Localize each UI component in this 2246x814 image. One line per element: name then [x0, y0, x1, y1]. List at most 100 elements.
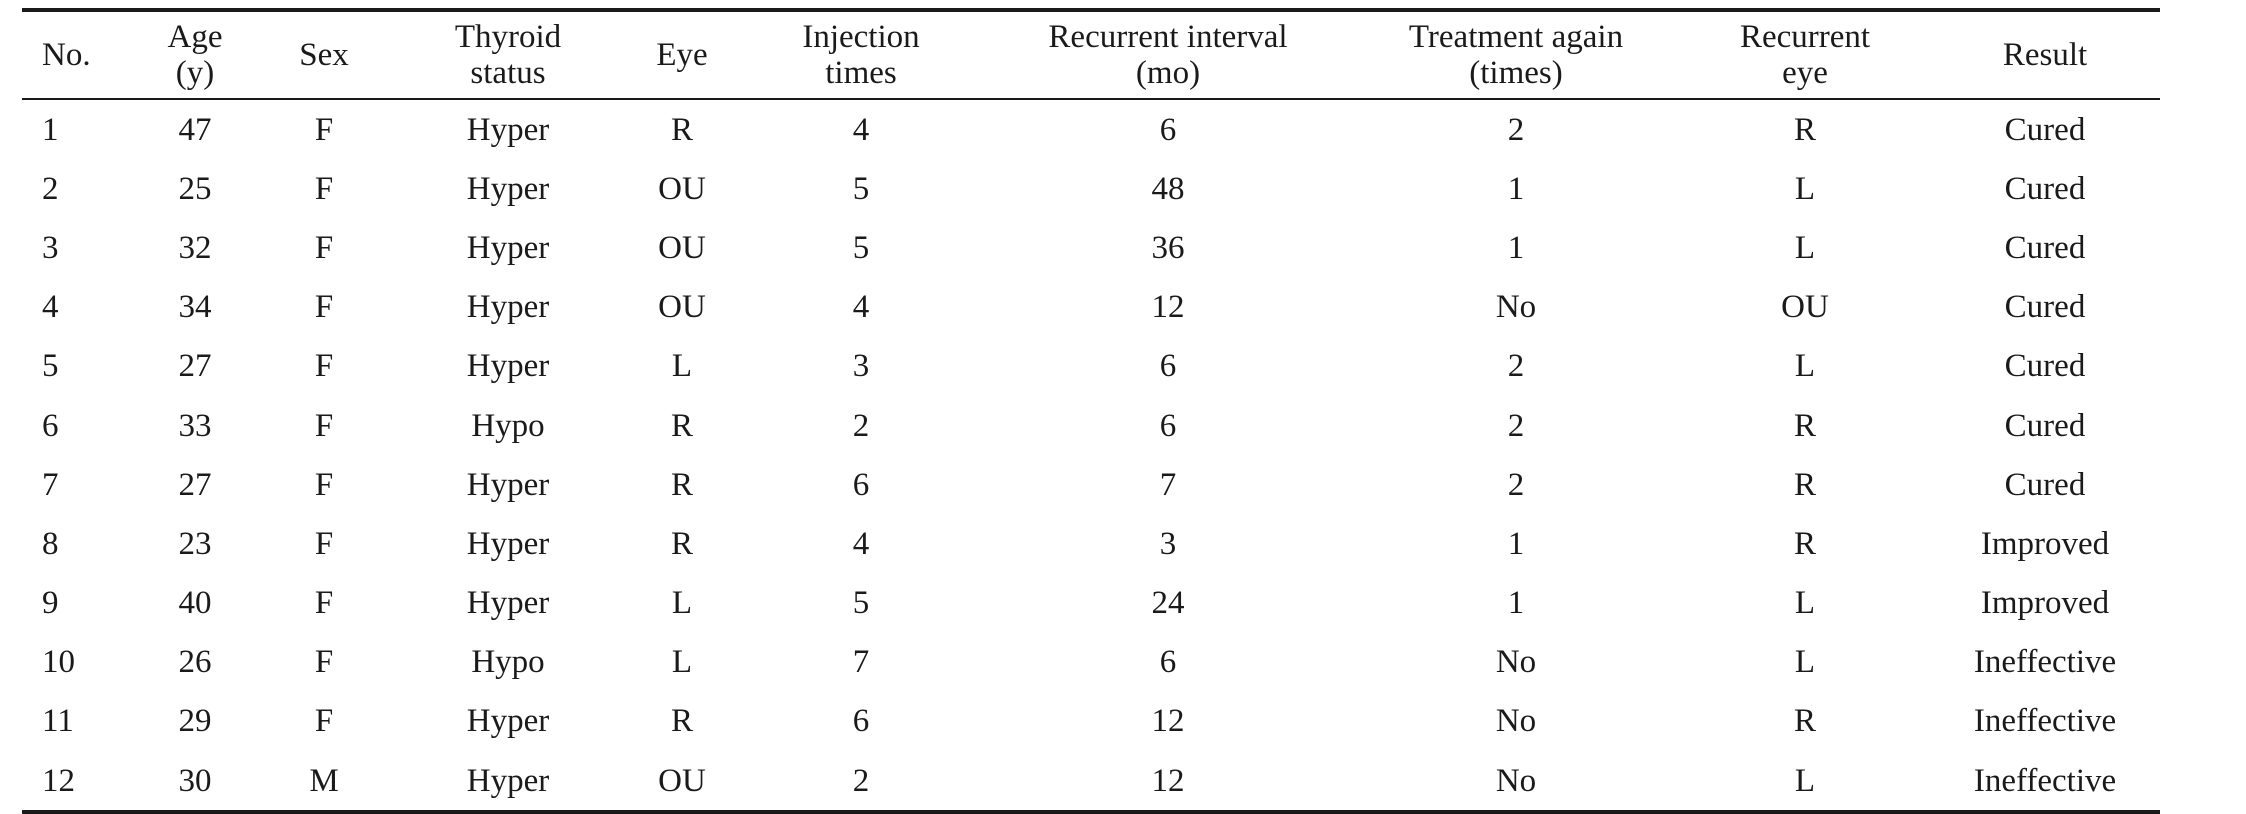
header-age-line1: Age [167, 19, 223, 55]
cell-recurrent-interval: 48 [1151, 170, 1185, 207]
cell-age: 34 [178, 289, 212, 326]
cell-thyroid-status: Hypo [471, 644, 545, 681]
cell-sex: F [314, 170, 334, 207]
cell-recurrent-eye: L [1794, 762, 1816, 799]
cell-eye: OU [658, 762, 706, 799]
cell-treatment-again: No [1495, 703, 1537, 740]
cell-eye: R [670, 466, 693, 503]
cell-no: 8 [42, 525, 59, 562]
header-thyroid-status: Thyroid status [390, 19, 626, 91]
cell-injection-times: 5 [852, 229, 870, 266]
cell-recurrent-eye: L [1794, 170, 1816, 207]
table-row: 1 47 F Hyper R 4 6 2 R Cured [22, 100, 2160, 159]
cell-sex: F [314, 229, 334, 266]
table-top-rule [22, 8, 2160, 12]
cell-treatment-again: 2 [1507, 407, 1525, 444]
cell-sex: F [314, 111, 334, 148]
cell-eye: R [670, 111, 693, 148]
cell-eye: L [671, 348, 693, 385]
table-bottom-rule [22, 810, 2160, 814]
cell-sex: F [314, 466, 334, 503]
cell-treatment-again: No [1495, 644, 1537, 681]
data-table: No. Age (y) Sex Thyroid status Eye Injec… [22, 8, 2160, 814]
header-no-line1: No. [42, 37, 91, 73]
cell-recurrent-interval: 12 [1151, 703, 1185, 740]
cell-no: 12 [42, 762, 75, 799]
header-treatment-again: Treatment again (times) [1352, 19, 1680, 91]
cell-injection-times: 7 [852, 644, 870, 681]
cell-no: 1 [42, 111, 59, 148]
cell-result: Improved [1980, 525, 2110, 562]
cell-injection-times: 2 [852, 762, 870, 799]
table-row: 5 27 F Hyper L 3 6 2 L Cured [22, 337, 2160, 396]
cell-no: 6 [42, 407, 59, 444]
cell-injection-times: 4 [852, 111, 870, 148]
cell-age: 26 [178, 644, 212, 681]
header-thyroid-line1: Thyroid [454, 19, 562, 55]
cell-age: 30 [178, 762, 212, 799]
cell-thyroid-status: Hyper [466, 289, 550, 326]
cell-treatment-again: No [1495, 289, 1537, 326]
cell-recurrent-interval: 7 [1159, 466, 1177, 503]
cell-age: 29 [178, 703, 212, 740]
cell-result: Cured [2004, 289, 2086, 326]
cell-recurrent-eye: R [1793, 466, 1816, 503]
cell-recurrent-interval: 12 [1151, 289, 1185, 326]
cell-result: Cured [2004, 170, 2086, 207]
cell-recurrent-eye: R [1793, 407, 1816, 444]
table-row: 6 33 F Hypo R 2 6 2 R Cured [22, 396, 2160, 455]
header-thyroid-line2: status [470, 55, 546, 91]
table-body: 1 47 F Hyper R 4 6 2 R Cured 2 25 F Hyper OU 5 48 1 L Cured… [22, 100, 2160, 810]
header-result-line1: Result [2002, 37, 2088, 73]
header-result: Result [1930, 37, 2160, 73]
cell-thyroid-status: Hyper [466, 703, 550, 740]
cell-result: Ineffective [1973, 644, 2117, 681]
cell-sex: F [314, 585, 334, 622]
table-row: 11 29 F Hyper R 6 12 No R Ineffective [22, 692, 2160, 751]
cell-injection-times: 5 [852, 170, 870, 207]
cell-no: 5 [42, 348, 59, 385]
header-receye-line1: Recurrent [1739, 19, 1871, 55]
cell-no: 7 [42, 466, 59, 503]
cell-thyroid-status: Hyper [466, 525, 550, 562]
cell-eye: L [671, 644, 693, 681]
cell-thyroid-status: Hyper [466, 466, 550, 503]
cell-treatment-again: 2 [1507, 466, 1525, 503]
cell-thyroid-status: Hyper [466, 170, 550, 207]
header-age-line2: (y) [175, 55, 215, 91]
header-recurrent-interval: Recurrent interval (mo) [984, 19, 1352, 91]
cell-injection-times: 4 [852, 525, 870, 562]
cell-result: Cured [2004, 407, 2086, 444]
cell-treatment-again: 1 [1507, 585, 1525, 622]
header-eye: Eye [626, 37, 738, 73]
cell-treatment-again: No [1495, 762, 1537, 799]
table-row: 10 26 F Hypo L 7 6 No L Ineffective [22, 633, 2160, 692]
cell-age: 32 [178, 229, 212, 266]
table-row: 4 34 F Hyper OU 4 12 No OU Cured [22, 278, 2160, 337]
cell-result: Ineffective [1973, 703, 2117, 740]
cell-recurrent-interval: 6 [1159, 348, 1177, 385]
cell-recurrent-eye: R [1793, 525, 1816, 562]
header-injection-line1: Injection [802, 19, 920, 55]
header-interval-line2: (mo) [1135, 55, 1201, 91]
header-injection-line2: times [825, 55, 897, 91]
cell-no: 10 [42, 644, 75, 681]
cell-treatment-again: 2 [1507, 348, 1525, 385]
cell-age: 47 [178, 111, 212, 148]
cell-eye: L [671, 585, 693, 622]
cell-no: 9 [42, 585, 59, 622]
cell-recurrent-interval: 3 [1159, 525, 1177, 562]
table-row: 9 40 F Hyper L 5 24 1 L Improved [22, 574, 2160, 633]
cell-sex: M [309, 762, 339, 799]
cell-recurrent-interval: 6 [1159, 111, 1177, 148]
cell-recurrent-eye: R [1793, 703, 1816, 740]
cell-recurrent-interval: 12 [1151, 762, 1185, 799]
cell-result: Ineffective [1973, 762, 2117, 799]
cell-eye: OU [658, 289, 706, 326]
cell-no: 4 [42, 289, 59, 326]
cell-result: Cured [2004, 466, 2086, 503]
header-receye-line2: eye [1782, 55, 1828, 91]
cell-age: 27 [178, 466, 212, 503]
header-treatment-line1: Treatment again [1408, 19, 1624, 55]
table-row: 3 32 F Hyper OU 5 36 1 L Cured [22, 218, 2160, 277]
